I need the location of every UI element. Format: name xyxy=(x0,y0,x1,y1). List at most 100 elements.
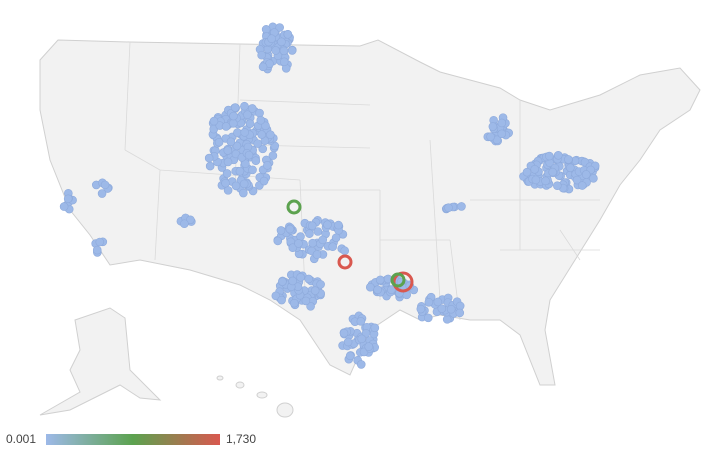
data-point xyxy=(256,115,266,125)
data-point xyxy=(433,297,443,307)
data-point xyxy=(204,153,214,163)
data-point xyxy=(307,221,317,231)
data-point xyxy=(230,103,240,112)
data-point xyxy=(345,351,355,361)
data-point xyxy=(253,139,263,148)
data-point xyxy=(180,219,189,229)
legend-min-label: 0.001 xyxy=(6,432,36,446)
data-point xyxy=(301,296,311,306)
data-point xyxy=(245,119,255,128)
data-point xyxy=(442,315,452,324)
data-point xyxy=(337,254,353,270)
data-point xyxy=(267,34,276,44)
data-point xyxy=(312,250,322,259)
data-point xyxy=(455,308,465,318)
data-point xyxy=(231,181,241,191)
data-point xyxy=(373,285,382,295)
legend-max-label: 1,730 xyxy=(226,432,256,446)
data-point xyxy=(553,150,563,160)
data-point xyxy=(279,46,289,56)
data-point xyxy=(266,130,275,140)
data-point xyxy=(221,178,230,188)
data-point xyxy=(226,137,236,147)
data-point xyxy=(277,295,286,305)
data-point xyxy=(95,237,105,247)
data-point xyxy=(356,317,366,326)
data-point xyxy=(334,220,343,230)
data-point xyxy=(255,108,264,118)
data-point xyxy=(356,360,366,369)
legend: 0.001 1,730 xyxy=(6,432,256,446)
data-point xyxy=(343,337,353,347)
data-point xyxy=(416,304,426,314)
data-point xyxy=(457,202,466,211)
data-point xyxy=(306,302,315,311)
data-point xyxy=(97,189,107,198)
data-point xyxy=(365,282,375,292)
data-point xyxy=(424,297,434,307)
hawaii xyxy=(216,375,224,381)
data-point xyxy=(323,220,332,230)
data-point xyxy=(497,118,507,128)
data-point xyxy=(486,132,495,142)
data-point xyxy=(444,203,453,213)
data-point xyxy=(271,291,281,301)
data-point xyxy=(257,130,266,139)
data-point xyxy=(531,175,541,185)
data-point xyxy=(261,121,270,131)
data-point xyxy=(375,275,385,285)
data-point xyxy=(205,161,215,171)
legend-gradient xyxy=(46,434,220,445)
data-point xyxy=(223,157,233,167)
data-point xyxy=(390,272,406,288)
data-point xyxy=(288,276,297,286)
data-point xyxy=(275,23,284,32)
data-point xyxy=(251,156,261,166)
hawaii xyxy=(276,402,294,418)
data-point xyxy=(289,298,299,308)
data-point xyxy=(243,110,252,120)
data-point xyxy=(63,194,73,204)
data-point xyxy=(229,119,238,128)
data-point xyxy=(364,342,374,351)
data-point xyxy=(589,174,598,183)
data-point xyxy=(548,167,557,177)
data-point xyxy=(240,101,249,111)
data-point xyxy=(566,163,575,173)
data-point xyxy=(233,128,242,137)
data-point xyxy=(239,179,249,189)
data-point xyxy=(285,224,295,234)
contiguous-us xyxy=(39,39,701,386)
data-point xyxy=(244,150,254,160)
data-point xyxy=(235,166,245,176)
data-point xyxy=(263,161,272,170)
data-point xyxy=(283,29,293,39)
data-point xyxy=(497,129,507,139)
data-point xyxy=(339,328,349,338)
data-point xyxy=(271,46,280,55)
data-point xyxy=(232,141,242,151)
data-point xyxy=(294,239,303,248)
data-point xyxy=(100,180,110,190)
data-point xyxy=(318,235,328,245)
data-point xyxy=(223,186,233,195)
data-point xyxy=(222,169,232,178)
data-point xyxy=(248,165,257,175)
data-point xyxy=(209,116,219,126)
data-point xyxy=(553,181,562,190)
data-point xyxy=(530,164,540,174)
data-point xyxy=(286,199,302,215)
data-point xyxy=(278,277,287,286)
data-point xyxy=(316,280,325,289)
data-point xyxy=(239,188,248,198)
data-point xyxy=(276,226,286,235)
data-point xyxy=(522,167,532,177)
data-point xyxy=(59,202,69,211)
data-point xyxy=(258,62,268,72)
data-point xyxy=(340,246,350,256)
data-point xyxy=(287,46,297,55)
data-point xyxy=(310,286,320,295)
data-point xyxy=(305,229,314,238)
data-point xyxy=(214,137,224,147)
